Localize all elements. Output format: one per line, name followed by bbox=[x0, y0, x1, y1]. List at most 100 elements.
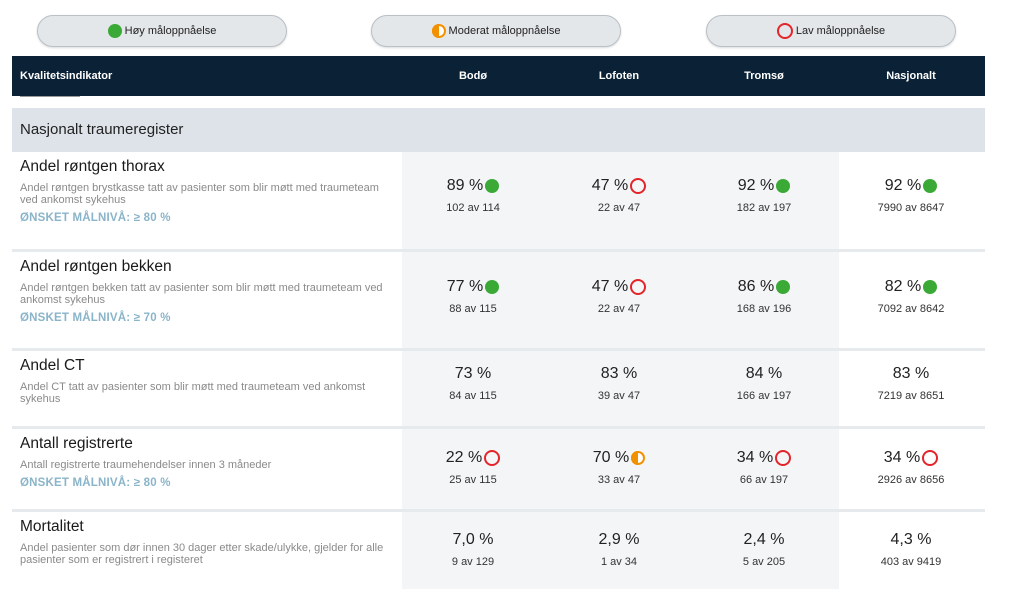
percent-value: 2,4 % bbox=[743, 531, 785, 548]
value-cell: 83 % 39 av 47 bbox=[549, 364, 689, 402]
value-cell: 34 % 66 av 197 bbox=[694, 448, 834, 486]
indicator-cell: Andel røntgen bekken Andel røntgen bekken… bbox=[20, 258, 390, 324]
indicator-title[interactable]: Mortalitet bbox=[20, 518, 84, 535]
empty-circle-icon bbox=[630, 178, 647, 194]
count-value: 22 av 47 bbox=[597, 202, 641, 214]
percent-value: 4,3 % bbox=[890, 531, 932, 548]
indicator-description: Antall registrerte traumehendelser innen… bbox=[20, 459, 272, 471]
table-row: Andel røntgen bekken Andel røntgen bekken… bbox=[12, 252, 985, 351]
green-circle-icon bbox=[485, 179, 500, 193]
count-value: 33 av 47 bbox=[597, 474, 641, 486]
value-cell: 77 % 88 av 115 bbox=[403, 277, 543, 315]
percent-value: 34 % bbox=[736, 449, 774, 466]
column-header-nasjonalt: Nasjonalt bbox=[886, 70, 936, 82]
count-value: 1 av 34 bbox=[600, 556, 638, 568]
legend-high-label: Høy måloppnåelse bbox=[124, 25, 217, 37]
count-value: 9 av 129 bbox=[451, 556, 495, 568]
percent-value: 70 % bbox=[592, 449, 630, 466]
count-value: 7092 av 8642 bbox=[877, 303, 945, 315]
indicator-description: Andel pasienter som dør innen 30 dager e… bbox=[20, 542, 384, 566]
table-row: Mortalitet Andel pasienter som dør innen … bbox=[12, 512, 985, 589]
indicator-title[interactable]: Andel CT bbox=[20, 357, 85, 374]
value-cell: 82 % 7092 av 8642 bbox=[841, 277, 981, 315]
count-value: 5 av 205 bbox=[742, 556, 786, 568]
empty-circle-icon bbox=[630, 279, 647, 295]
indicator-title[interactable]: Andel røntgen thorax bbox=[20, 158, 165, 175]
indicator-target: ØNSKET MÅLNIVÅ: ≥ 80 % bbox=[20, 212, 171, 224]
value-cell: 22 % 25 av 115 bbox=[403, 448, 543, 486]
value-cell: 86 % 168 av 196 bbox=[694, 277, 834, 315]
percent-value: 7,0 % bbox=[452, 531, 494, 548]
count-value: 2926 av 8656 bbox=[877, 474, 945, 486]
value-cell: 2,4 % 5 av 205 bbox=[694, 530, 834, 568]
empty-circle-icon bbox=[775, 450, 792, 466]
column-header-bodo: Bodø bbox=[458, 70, 488, 82]
count-value: 7990 av 8647 bbox=[877, 202, 945, 214]
half-circle-icon bbox=[431, 24, 446, 38]
count-value: 102 av 114 bbox=[446, 202, 500, 214]
indicator-description: Andel røntgen bekken tatt av pasienter s… bbox=[20, 282, 383, 306]
count-value: 88 av 115 bbox=[449, 303, 497, 315]
percent-value: 22 % bbox=[445, 449, 483, 466]
count-value: 25 av 115 bbox=[449, 474, 497, 486]
value-cell: 47 % 22 av 47 bbox=[549, 176, 689, 214]
indicator-cell: Andel CT Andel CT tatt av pasienter som b… bbox=[20, 357, 390, 405]
value-cell: 2,9 % 1 av 34 bbox=[549, 530, 689, 568]
filter-high-button[interactable]: Høy måloppnåelse bbox=[37, 15, 287, 47]
empty-circle-icon bbox=[484, 450, 501, 466]
count-value: 84 av 115 bbox=[449, 390, 497, 402]
percent-value: 77 % bbox=[446, 278, 484, 295]
count-value: 7219 av 8651 bbox=[877, 390, 945, 402]
green-circle-icon bbox=[776, 280, 791, 294]
filter-low-button[interactable]: Lav måloppnåelse bbox=[706, 15, 956, 47]
percent-value: 84 % bbox=[745, 365, 783, 382]
green-circle-icon bbox=[923, 280, 938, 294]
filter-moderate-button[interactable]: Moderat måloppnåelse bbox=[371, 15, 621, 47]
count-value: 22 av 47 bbox=[597, 303, 641, 315]
row-highlight bbox=[402, 429, 839, 509]
row-highlight bbox=[402, 152, 839, 249]
green-circle-icon bbox=[923, 179, 938, 193]
indicator-cell: Mortalitet Andel pasienter som dør innen … bbox=[20, 518, 390, 566]
column-header-indicator: Kvalitetsindikator bbox=[20, 70, 113, 82]
count-value: 403 av 9419 bbox=[880, 556, 942, 568]
legend-bar: Høy måloppnåelse Moderat måloppnåelse La… bbox=[0, 0, 1024, 56]
percent-value: 89 % bbox=[446, 177, 484, 194]
legend-low-label: Lav måloppnåelse bbox=[795, 25, 886, 37]
value-cell: 92 % 182 av 197 bbox=[694, 176, 834, 214]
indicator-title[interactable]: Andel røntgen bekken bbox=[20, 258, 172, 275]
count-value: 66 av 197 bbox=[739, 474, 789, 486]
column-header-lofoten: Lofoten bbox=[598, 70, 640, 82]
indicator-cell: Andel røntgen thorax Andel røntgen brystk… bbox=[20, 158, 390, 224]
percent-value: 83 % bbox=[892, 365, 930, 382]
empty-circle-icon bbox=[922, 450, 939, 466]
value-cell: 92 % 7990 av 8647 bbox=[841, 176, 981, 214]
row-highlight bbox=[402, 351, 839, 426]
half-circle-icon bbox=[631, 451, 646, 465]
indicator-target: ØNSKET MÅLNIVÅ: ≥ 70 % bbox=[20, 312, 171, 324]
indicator-description: Andel røntgen brystkasse tatt av pasient… bbox=[20, 182, 379, 206]
row-highlight bbox=[402, 252, 839, 348]
percent-value: 92 % bbox=[884, 177, 922, 194]
percent-value: 2,9 % bbox=[598, 531, 640, 548]
value-cell: 83 % 7219 av 8651 bbox=[841, 364, 981, 402]
green-circle-icon bbox=[485, 280, 500, 294]
green-circle-icon bbox=[107, 24, 122, 38]
indicator-target: ØNSKET MÅLNIVÅ: ≥ 80 % bbox=[20, 477, 171, 489]
previous-row-remnant bbox=[12, 96, 985, 108]
table-row: Andel CT Andel CT tatt av pasienter som b… bbox=[12, 351, 985, 429]
indicator-description: Andel CT tatt av pasienter som blir møtt… bbox=[20, 381, 366, 405]
percent-value: 47 % bbox=[591, 278, 629, 295]
value-cell: 84 % 166 av 197 bbox=[694, 364, 834, 402]
count-value: 182 av 197 bbox=[736, 202, 792, 214]
row-highlight bbox=[402, 512, 839, 589]
indicator-title[interactable]: Antall registrerte bbox=[20, 435, 133, 452]
percent-value: 34 % bbox=[883, 449, 921, 466]
table-body[interactable]: Nasjonalt traumeregister Andel røntgen t… bbox=[12, 96, 985, 589]
indicator-cell: Antall registrerte Antall registrerte tra… bbox=[20, 435, 390, 489]
count-value: 168 av 196 bbox=[736, 303, 792, 315]
column-header-tromso: Tromsø bbox=[744, 70, 784, 82]
value-cell: 47 % 22 av 47 bbox=[549, 277, 689, 315]
value-cell: 70 % 33 av 47 bbox=[549, 448, 689, 486]
legend-moderate-label: Moderat måloppnåelse bbox=[448, 25, 561, 37]
